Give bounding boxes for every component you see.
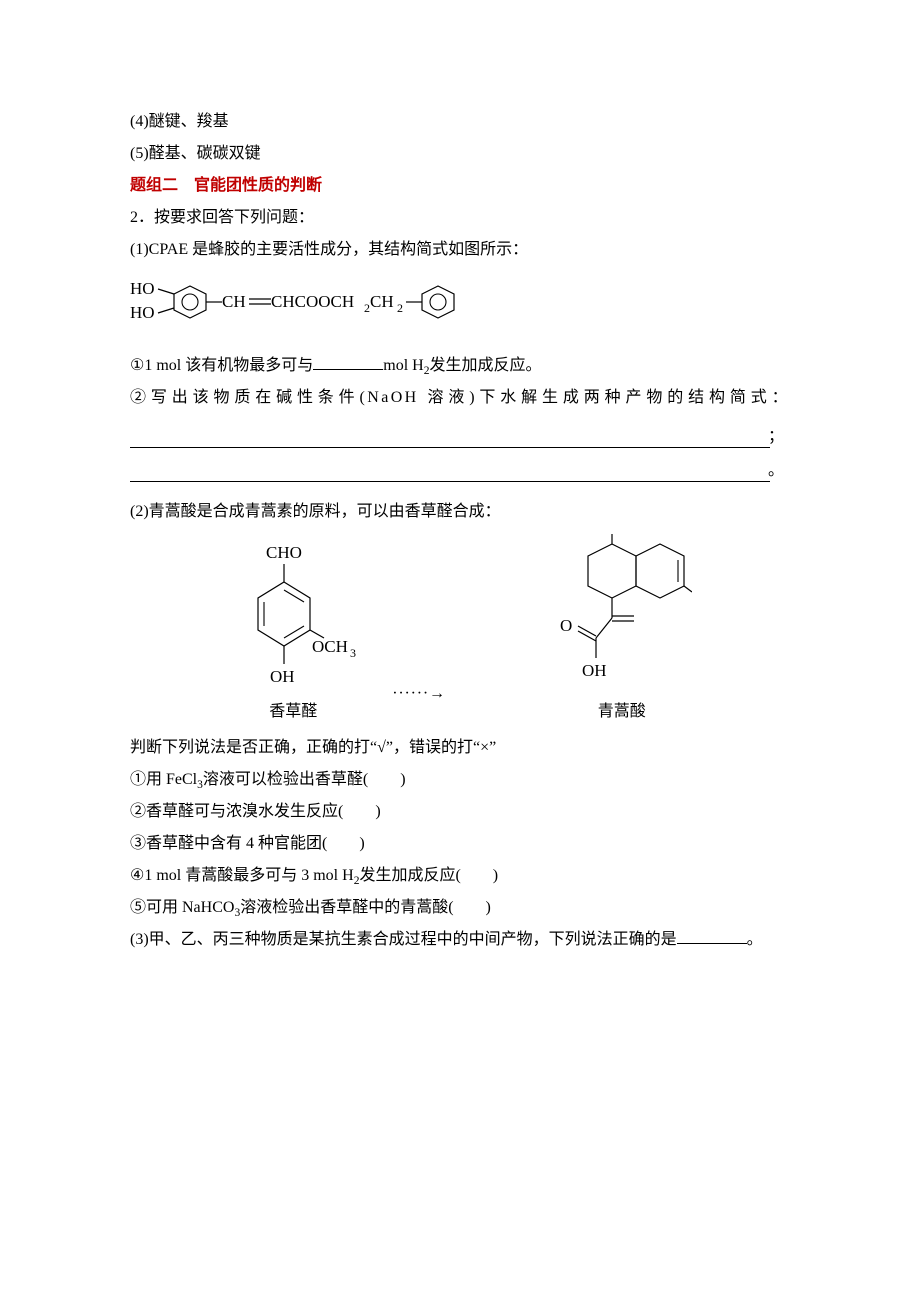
group2-heading: 题组二 官能团性质的判断 bbox=[130, 170, 790, 202]
j4-post: 发生加成反应( ) bbox=[359, 867, 498, 884]
vanillin-structure: CHO OCH 3 OH bbox=[228, 542, 358, 694]
qinghaoacid-block: O OH 青蒿酸 bbox=[552, 534, 692, 728]
blank-line-2: 。 bbox=[130, 462, 770, 482]
q2-1-sub2: ②写出该物质在碱性条件(NaOH 溶液)下水解生成两种产物的结构简式： bbox=[130, 382, 790, 414]
judge-5: ⑤可用 NaHCO3溶液检验出香草醛中的青蒿酸( ) bbox=[130, 892, 790, 924]
q2-stem: 2．按要求回答下列问题： bbox=[130, 202, 790, 234]
reaction-arrow: ······→ bbox=[392, 678, 446, 728]
q2-3-pre: (3)甲、乙、丙三种物质是某抗生素合成过程中的中间产物，下列说法正确的是 bbox=[130, 931, 677, 948]
judge-3: ③香草醛中含有 4 种官能团( ) bbox=[130, 828, 790, 860]
q2-3: (3)甲、乙、丙三种物质是某抗生素合成过程中的中间产物，下列说法正确的是 。 bbox=[130, 924, 790, 956]
judge-2: ②香草醛可与浓溴水发生反应( ) bbox=[130, 796, 790, 828]
ch-a: CH bbox=[222, 292, 246, 311]
j1-post: 溶液可以检验出香草醛( ) bbox=[203, 771, 406, 788]
synthesis-diagram: CHO OCH 3 OH 香草醛 ······→ bbox=[130, 534, 790, 728]
vanillin-block: CHO OCH 3 OH 香草醛 bbox=[228, 542, 358, 728]
vanillin-caption: 香草醛 bbox=[269, 696, 317, 728]
qinghaoacid-caption: 青蒿酸 bbox=[598, 696, 646, 728]
answer-4: (4)醚键、羧基 bbox=[130, 106, 790, 138]
judge-intro: 判断下列说法是否正确，正确的打“√”，错误的打“×” bbox=[130, 732, 790, 764]
ch-b: CHCOOCH bbox=[271, 292, 354, 311]
cooh-oh-label: OH bbox=[582, 661, 607, 680]
answer-5: (5)醛基、碳碳双键 bbox=[130, 138, 790, 170]
q2-1a-post: 发生加成反应。 bbox=[429, 357, 541, 374]
och3-label: OCH bbox=[312, 637, 348, 656]
blank-correct bbox=[677, 927, 747, 944]
q2-2-intro: (2)青蒿酸是合成青蒿素的原料，可以由香草醛合成： bbox=[130, 496, 790, 528]
page-content: (4)醚键、羧基 (5)醛基、碳碳双键 题组二 官能团性质的判断 2．按要求回答… bbox=[0, 0, 920, 1016]
cho-label: CHO bbox=[266, 543, 302, 562]
judge-1: ①用 FeCl3溶液可以检验出香草醛( ) bbox=[130, 764, 790, 796]
ho-bot-label: HO bbox=[130, 303, 155, 322]
j5-post: 溶液检验出香草醛中的青蒿酸( ) bbox=[240, 899, 491, 916]
j5-pre: ⑤可用 NaHCO bbox=[130, 899, 234, 916]
punct-semi: ； bbox=[768, 421, 784, 453]
punct-period: 。 bbox=[768, 455, 784, 487]
ch-sub2: 2 bbox=[397, 301, 403, 315]
och3-sub: 3 bbox=[350, 646, 356, 660]
judge-4: ④1 mol 青蒿酸最多可与 3 mol H2发生加成反应( ) bbox=[130, 860, 790, 892]
ho-top-label: HO bbox=[130, 279, 155, 298]
j4-pre: ④1 mol 青蒿酸最多可与 3 mol H bbox=[130, 867, 354, 884]
blank-line-1: ； bbox=[130, 428, 770, 448]
qinghaoacid-structure: O OH bbox=[552, 534, 692, 694]
o-label: O bbox=[560, 616, 572, 635]
q2-1-intro: (1)CPAE 是蜂胶的主要活性成分，其结构简式如图所示： bbox=[130, 234, 790, 266]
q2-1a-pre: ①1 mol 该有机物最多可与 bbox=[130, 357, 313, 374]
q2-1a-mid: mol H bbox=[383, 357, 423, 374]
blank-mol bbox=[313, 353, 383, 370]
j1-pre: ①用 FeCl bbox=[130, 771, 197, 788]
q2-3-post: 。 bbox=[747, 931, 763, 948]
ch-c: CH bbox=[370, 292, 394, 311]
cpae-structure: HO HO CH CHCOOCH 2 CH 2 bbox=[130, 274, 790, 342]
oh-label: OH bbox=[270, 667, 295, 686]
q2-1-sub1: ①1 mol 该有机物最多可与mol H2发生加成反应。 bbox=[130, 350, 790, 382]
